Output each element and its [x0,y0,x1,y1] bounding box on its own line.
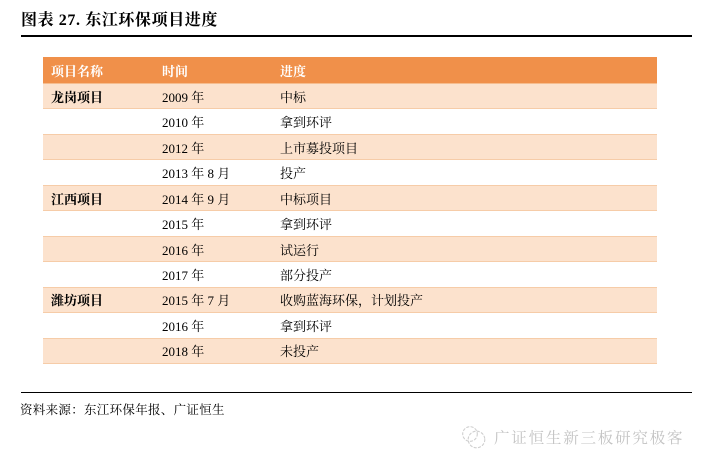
svg-text:广证恒生新三板研究极客: 广证恒生新三板研究极客 [494,428,684,447]
